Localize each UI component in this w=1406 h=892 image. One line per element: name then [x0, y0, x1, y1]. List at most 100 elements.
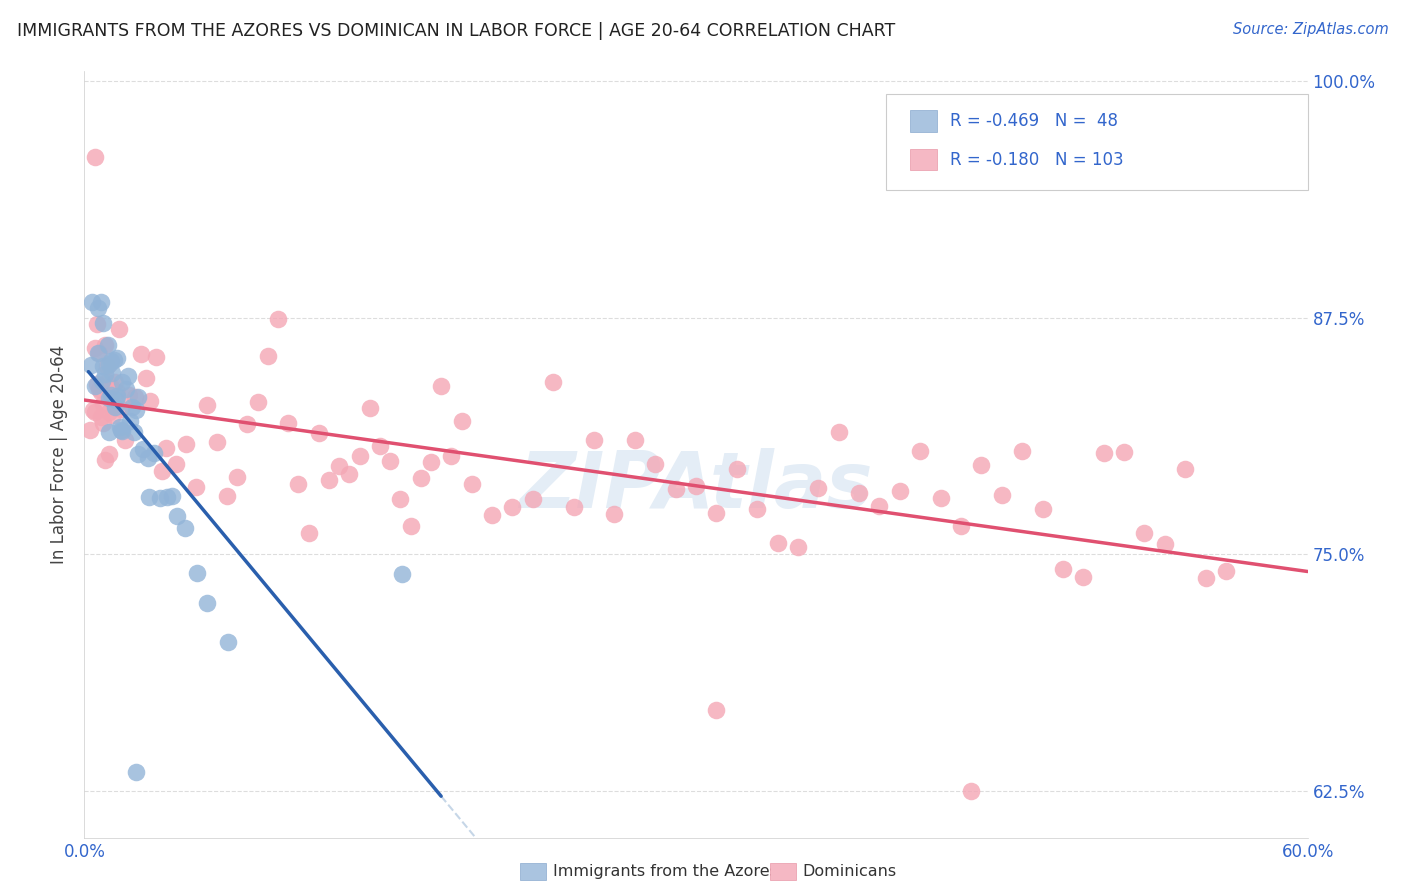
Text: R = -0.469   N =  48: R = -0.469 N = 48: [950, 112, 1118, 130]
Point: [97, 391, 120, 405]
Point: [131, 442, 153, 457]
Point: [328, 458, 350, 473]
Point: [747, 502, 769, 516]
Point: [87, 346, 110, 360]
Point: [127, 447, 149, 461]
Point: [80, 358, 103, 372]
Point: [440, 449, 463, 463]
Point: [1011, 443, 1033, 458]
Point: [156, 490, 179, 504]
Point: [138, 490, 160, 504]
Point: [685, 479, 707, 493]
Point: [87, 346, 110, 360]
Point: [308, 426, 330, 441]
Point: [110, 424, 132, 438]
Point: [143, 445, 166, 459]
Point: [267, 312, 290, 326]
Point: [138, 394, 160, 409]
Point: [110, 423, 132, 437]
Point: [100, 388, 122, 402]
Point: [828, 425, 851, 439]
Point: [97, 447, 120, 461]
Point: [145, 350, 167, 364]
Point: [86, 317, 108, 331]
Point: [450, 414, 472, 428]
Point: [83, 405, 105, 419]
Point: [104, 392, 127, 407]
Point: [149, 491, 172, 506]
Point: [562, 500, 585, 515]
Point: [83, 341, 105, 355]
Point: [217, 489, 239, 503]
Point: [287, 476, 309, 491]
Point: [79, 423, 101, 437]
Point: [359, 401, 381, 415]
Point: [101, 409, 124, 423]
Point: [1215, 564, 1237, 578]
Point: [644, 458, 666, 472]
Point: [165, 457, 187, 471]
Point: [389, 491, 412, 506]
Point: [409, 471, 432, 485]
Point: [100, 353, 122, 368]
Point: [90, 385, 112, 400]
Text: Immigrants from the Azores: Immigrants from the Azores: [553, 864, 778, 879]
Point: [93, 452, 115, 467]
Point: [257, 349, 280, 363]
Point: [889, 484, 911, 499]
Point: [848, 485, 870, 500]
Point: [766, 536, 789, 550]
Point: [1133, 526, 1156, 541]
Point: [226, 470, 249, 484]
Point: [136, 450, 159, 465]
Point: [970, 458, 993, 472]
Point: [318, 473, 340, 487]
Point: [1073, 570, 1095, 584]
Point: [118, 388, 141, 402]
FancyBboxPatch shape: [886, 95, 1308, 190]
Point: [104, 401, 127, 415]
Point: [195, 596, 218, 610]
Point: [82, 403, 104, 417]
Point: [1052, 562, 1074, 576]
Point: [150, 464, 173, 478]
Point: [91, 397, 114, 411]
Point: [236, 417, 259, 431]
Point: [104, 375, 127, 389]
Point: [166, 509, 188, 524]
Point: [98, 357, 121, 371]
Point: [105, 389, 128, 403]
Point: [83, 150, 105, 164]
Point: [108, 419, 131, 434]
FancyBboxPatch shape: [910, 149, 936, 170]
Point: [125, 403, 148, 417]
Point: [368, 438, 391, 452]
Point: [186, 480, 208, 494]
FancyBboxPatch shape: [910, 111, 936, 132]
Point: [246, 395, 269, 409]
Point: [160, 489, 183, 503]
Point: [1195, 571, 1218, 585]
Point: [97, 338, 120, 352]
Point: [87, 301, 110, 315]
Point: [706, 703, 728, 717]
Point: [87, 382, 110, 396]
Point: [391, 567, 413, 582]
Point: [115, 382, 138, 396]
Point: [131, 347, 153, 361]
Point: [960, 784, 983, 798]
Point: [124, 391, 146, 405]
Text: Dominicans: Dominicans: [803, 864, 897, 879]
Point: [1174, 462, 1197, 476]
Point: [127, 390, 149, 404]
Point: [97, 405, 120, 419]
Point: [787, 540, 810, 554]
Text: IMMIGRANTS FROM THE AZORES VS DOMINICAN IN LABOR FORCE | AGE 20-64 CORRELATION C: IMMIGRANTS FROM THE AZORES VS DOMINICAN …: [17, 22, 896, 40]
Point: [135, 370, 157, 384]
Point: [174, 436, 197, 450]
Point: [174, 521, 197, 535]
Text: R = -0.180   N = 103: R = -0.180 N = 103: [950, 151, 1123, 169]
Point: [420, 455, 443, 469]
Point: [93, 368, 115, 382]
Point: [97, 425, 120, 439]
